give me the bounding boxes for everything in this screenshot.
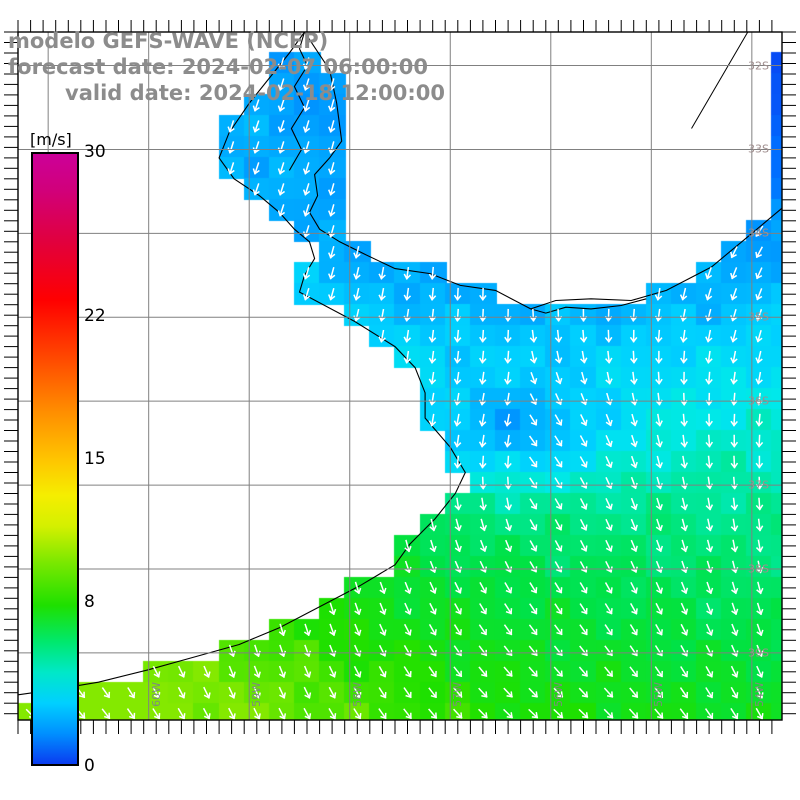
latitude-label: 39S bbox=[748, 646, 769, 660]
forecast-date-title: forecast date: 2024-02-07 06:00:00 bbox=[8, 55, 428, 79]
latitude-label: 36S bbox=[748, 394, 769, 408]
latlon-gridlines bbox=[18, 32, 782, 720]
longitude-label: 56W bbox=[552, 682, 565, 707]
colorbar-tick-label: 30 bbox=[84, 142, 106, 162]
coastline-overlay bbox=[18, 32, 782, 696]
longitude-label: 57W bbox=[451, 682, 464, 707]
colorbar-tick-label: 15 bbox=[84, 449, 106, 469]
latitude-label: 37S bbox=[748, 478, 769, 492]
latitude-label: 35S bbox=[748, 310, 769, 324]
colorbar-tick-label: 0 bbox=[84, 756, 95, 776]
latitude-label: 32S bbox=[748, 59, 769, 73]
colorbar-unit-label: [m/s] bbox=[30, 130, 72, 149]
longitude-label: 54W bbox=[753, 682, 766, 707]
model-title: modelo GEFS-WAVE (NCEP) bbox=[8, 29, 329, 53]
longitude-label: 55W bbox=[652, 682, 665, 707]
latitude-label: 38S bbox=[748, 562, 769, 576]
colorbar-tick-label: 8 bbox=[84, 592, 95, 612]
colorbar-tick-label: 22 bbox=[84, 306, 106, 326]
chart-title-block: modelo GEFS-WAVE (NCEP) forecast date: 2… bbox=[8, 28, 528, 106]
valid-date-title: valid date: 2024-02-18 12:00:00 bbox=[65, 81, 445, 105]
colorbar-gradient bbox=[31, 152, 79, 766]
latitude-label: 33S bbox=[748, 142, 769, 156]
wind-direction-arrows bbox=[25, 57, 764, 720]
map-plot-area bbox=[18, 32, 782, 720]
longitude-label: 58W bbox=[351, 682, 364, 707]
latitude-label: 34S bbox=[748, 226, 769, 240]
longitude-label: 59W bbox=[250, 682, 263, 707]
longitude-label: 60W bbox=[150, 682, 163, 707]
colorbar bbox=[31, 152, 79, 766]
wind-speed-heatmap bbox=[18, 32, 782, 720]
